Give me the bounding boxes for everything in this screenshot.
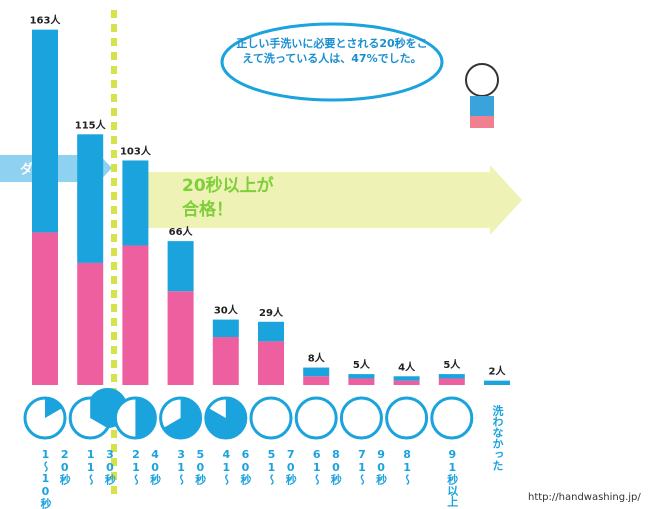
bar-segment bbox=[213, 320, 239, 337]
value-label: 29人 bbox=[259, 306, 284, 319]
value-label: 163人 bbox=[30, 14, 62, 27]
clock-fill bbox=[135, 398, 155, 438]
value-label: 5人 bbox=[353, 358, 371, 371]
value-label: 115人 bbox=[75, 118, 107, 131]
page: ダメ〜 20秒以上が 合格！ 163人115人103人66人30人29人8人5人… bbox=[0, 0, 653, 509]
bar-segment bbox=[77, 263, 103, 385]
bar-segment bbox=[213, 337, 239, 385]
value-label: 2人 bbox=[489, 365, 507, 378]
bar-segment bbox=[32, 232, 58, 385]
bar-segment bbox=[303, 376, 329, 385]
character-skirt bbox=[470, 116, 494, 128]
bar-segment bbox=[77, 134, 103, 263]
bar-segment bbox=[258, 341, 284, 385]
character-body bbox=[470, 96, 494, 116]
bar-segment bbox=[348, 378, 374, 385]
bar-segment bbox=[484, 381, 510, 385]
bar-segment bbox=[258, 322, 284, 342]
note: 正しい手洗いに必要とされる20秒をこえて洗っている人は、47%でした。 bbox=[232, 36, 432, 66]
value-label: 103人 bbox=[120, 144, 152, 157]
bar-segment bbox=[303, 368, 329, 377]
value-label: 66人 bbox=[169, 225, 194, 238]
character bbox=[466, 64, 498, 96]
category-label: 洗わなかった bbox=[484, 405, 510, 471]
bar-segment bbox=[122, 160, 148, 245]
bar-segment bbox=[122, 245, 148, 385]
category-label: 91秒以上 bbox=[439, 448, 465, 507]
bar-segment bbox=[168, 291, 194, 385]
value-label: 5人 bbox=[443, 358, 461, 371]
source: http://handwashing.jp/ bbox=[528, 492, 641, 503]
bar-segment bbox=[439, 378, 465, 385]
chart: ダメ〜 20秒以上が 合格！ 163人115人103人66人30人29人8人5人… bbox=[0, 0, 653, 509]
pass-text: 20秒以上が bbox=[182, 175, 274, 196]
bar-segment bbox=[394, 381, 420, 385]
pass-text: 合格！ bbox=[182, 199, 233, 220]
bar-segment bbox=[348, 374, 374, 378]
category-label: 81〜90秒 bbox=[394, 448, 420, 509]
bar-segment bbox=[168, 241, 194, 291]
value-label: 8人 bbox=[308, 352, 326, 365]
bar-segment bbox=[32, 30, 58, 233]
bar-segment bbox=[394, 376, 420, 380]
value-label: 30人 bbox=[214, 304, 239, 317]
bar-segment bbox=[439, 374, 465, 378]
value-label: 4人 bbox=[398, 360, 416, 373]
